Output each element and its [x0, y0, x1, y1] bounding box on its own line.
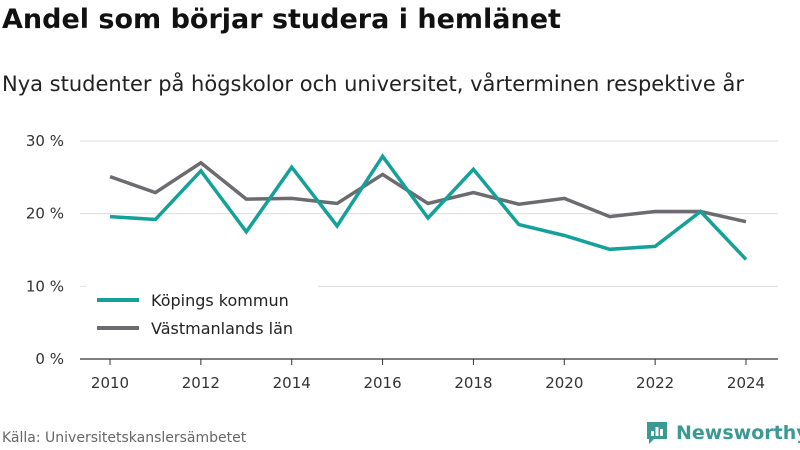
- y-tick-label: 20 %: [26, 205, 64, 223]
- legend-label-2: Västmanlands län: [151, 319, 293, 338]
- y-tick-label: 10 %: [26, 277, 64, 295]
- newsworthy-logo-icon: [647, 422, 667, 444]
- series-line-2: [109, 160, 747, 224]
- line-chart: 0 % 10 % 20 % 30 % 2010 2012 2014 2016 2018 2020 2…: [26, 132, 778, 392]
- chart-subtitle: Nya studenter på högskolor och universit…: [2, 72, 744, 96]
- legend-label-1: Köpings kommun: [151, 291, 289, 310]
- x-tick-label: 2010: [91, 374, 129, 392]
- x-tick-label: 2020: [545, 374, 583, 392]
- x-tick-label: 2014: [273, 374, 311, 392]
- x-tick-label: 2018: [454, 374, 492, 392]
- x-tick-label: 2022: [636, 374, 674, 392]
- series-lines: [109, 153, 748, 261]
- legend: Köpings kommun Västmanlands län: [86, 282, 318, 344]
- brand-name: Newsworthy: [676, 422, 800, 444]
- x-tick-label: 2024: [727, 374, 765, 392]
- chart-title: Andel som börjar studera i hemlänet: [2, 4, 561, 35]
- y-tick-label: 30 %: [26, 132, 64, 150]
- y-tick-label: 0 %: [35, 350, 64, 368]
- brand-logo: Newsworthy: [644, 418, 800, 448]
- axes: 0 % 10 % 20 % 30 % 2010 2012 2014 2016 2018 2020 2…: [26, 132, 778, 392]
- x-tick-label: 2016: [363, 374, 401, 392]
- legend-background: [86, 282, 318, 344]
- source-note: Källa: Universitetskanslersämbetet: [2, 430, 247, 446]
- grid-lines: [80, 140, 778, 287]
- series-line-1: [109, 153, 748, 261]
- x-tick-label: 2012: [182, 374, 220, 392]
